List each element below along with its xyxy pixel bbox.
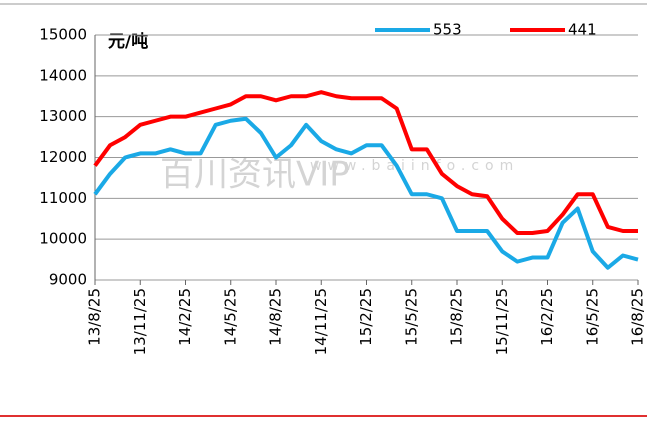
y-tick-label: 10000 (39, 230, 87, 248)
y-tick-label: 12000 (39, 148, 87, 166)
x-tick-label: 16/2/25 (538, 288, 556, 346)
x-tick-label: 13/11/25 (131, 288, 149, 355)
x-tick-label: 13/8/25 (86, 288, 104, 346)
watermark: 百川资讯VIP (160, 155, 350, 195)
y-tick-label: 14000 (39, 66, 87, 84)
y-axis-label: 元/吨 (108, 31, 148, 52)
x-tick-label: 15/5/25 (402, 288, 420, 346)
x-tick-label: 15/8/25 (448, 288, 466, 346)
legend-label: 441 (568, 21, 597, 39)
x-tick-label: 14/5/25 (221, 288, 239, 346)
series-line (93, 116, 639, 270)
x-tick-label: 14/8/25 (267, 288, 285, 346)
y-tick-label: 13000 (39, 107, 87, 125)
series-line (93, 90, 638, 236)
y-tick-label: 9000 (49, 271, 87, 289)
y-tick-label: 15000 (39, 26, 87, 44)
y-tick-label: 11000 (39, 189, 87, 207)
x-tick-label: 16/8/25 (629, 288, 647, 346)
x-tick-label: 16/5/25 (583, 288, 601, 346)
x-tick-label: 14/2/25 (176, 288, 194, 346)
watermark: www.baiinfo.com (310, 158, 519, 174)
x-tick-label: 15/2/25 (357, 288, 375, 346)
x-tick-label: 14/11/25 (312, 288, 330, 355)
legend-label: 553 (433, 21, 462, 39)
x-tick-label: 15/11/25 (493, 288, 511, 355)
